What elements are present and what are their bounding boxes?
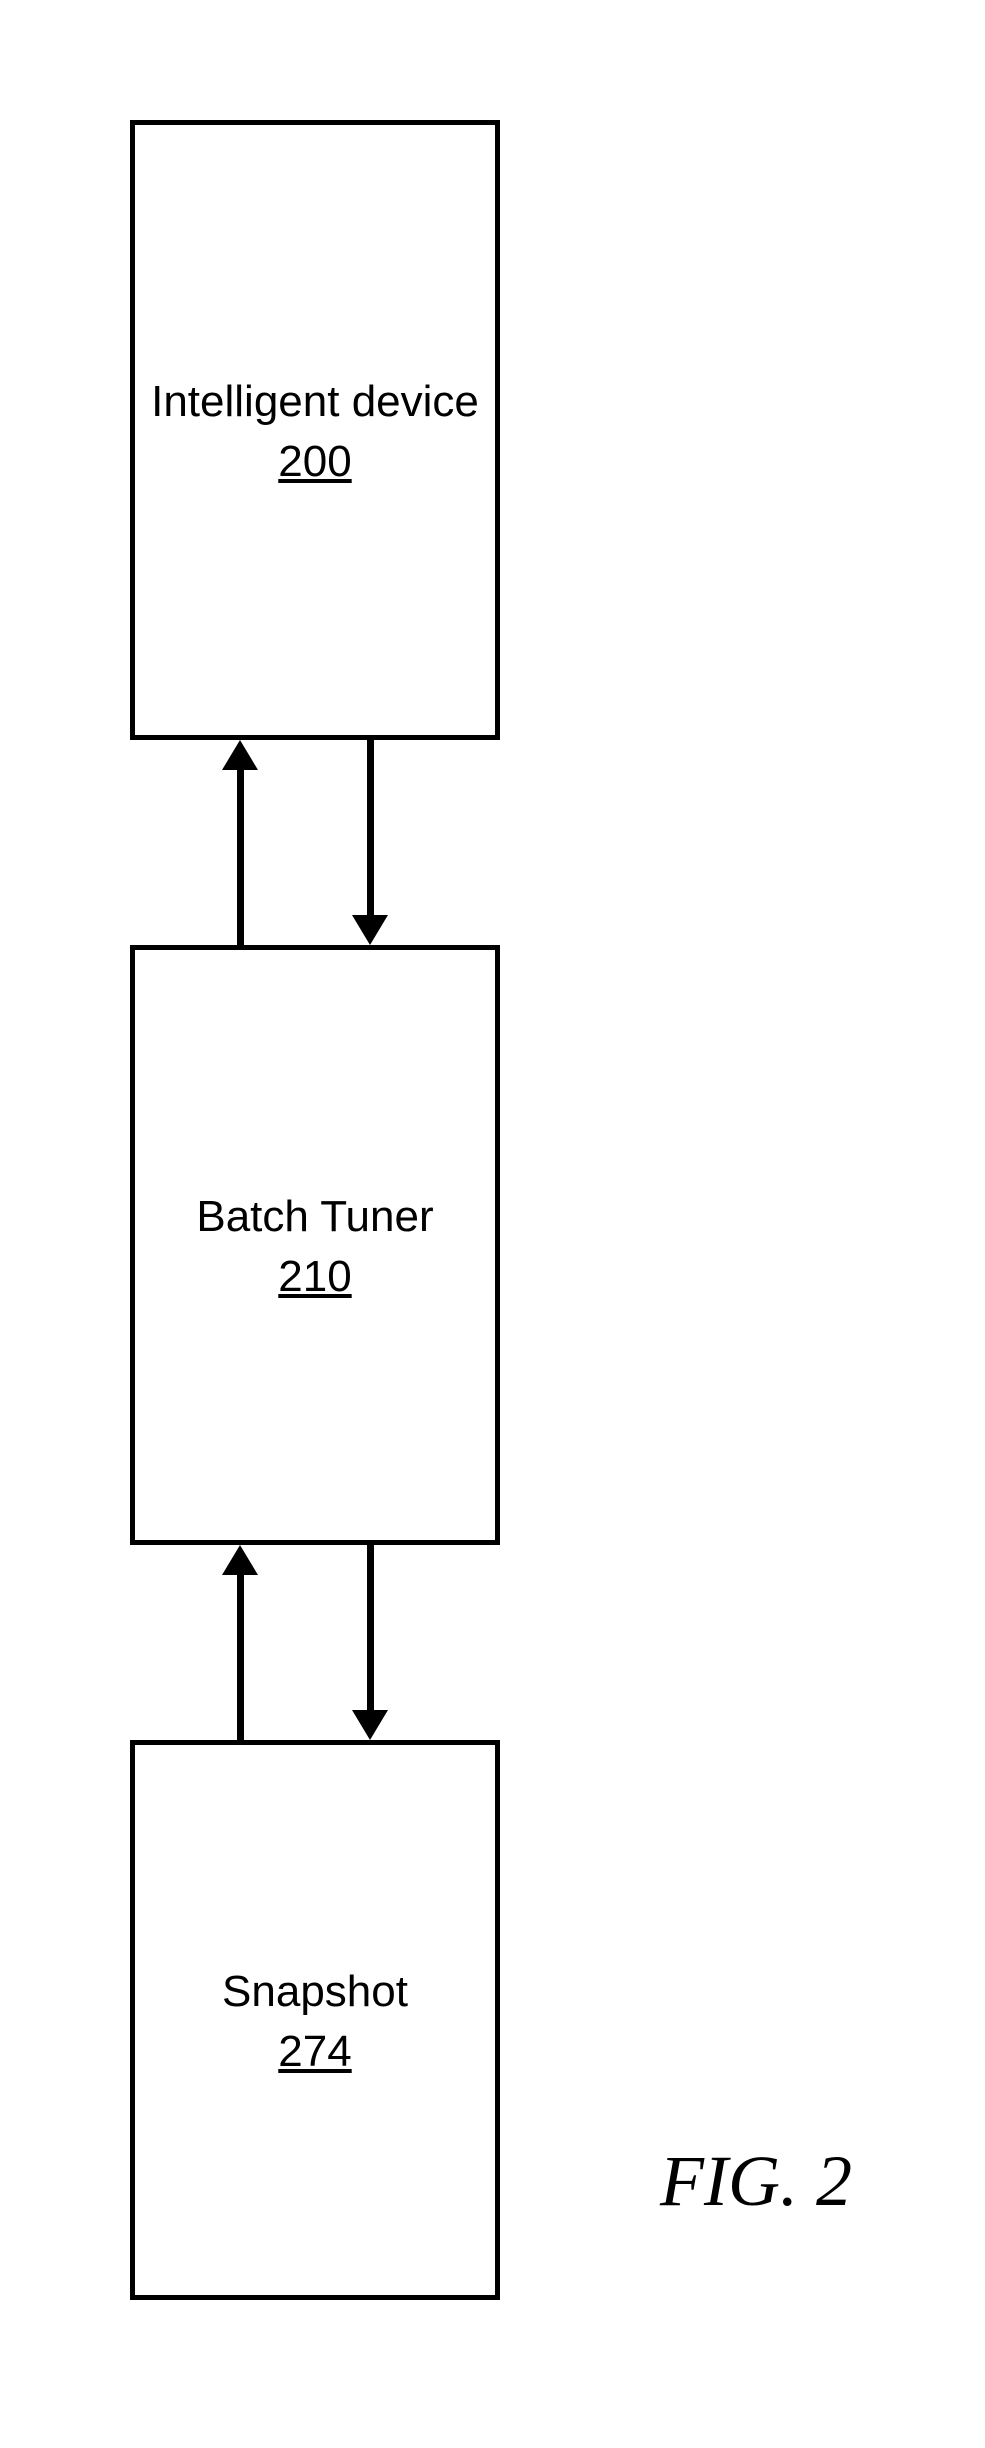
connector-1-up-line bbox=[237, 758, 244, 945]
connector-1-down-line bbox=[367, 740, 374, 927]
connector-1-down-head bbox=[352, 915, 388, 945]
block-batch-tuner: Batch Tuner 210 bbox=[130, 945, 500, 1545]
block-batch-tuner-label: Batch Tuner bbox=[196, 1189, 433, 1244]
connector-2-up-line bbox=[237, 1563, 244, 1740]
block-snapshot-ref: 274 bbox=[278, 2027, 351, 2077]
connector-2-down-head bbox=[352, 1710, 388, 1740]
connector-1-up-head bbox=[222, 740, 258, 770]
connector-2-down-line bbox=[367, 1545, 374, 1722]
connector-2-up-head bbox=[222, 1545, 258, 1575]
block-intelligent-device-ref: 200 bbox=[278, 437, 351, 487]
block-intelligent-device-label: Intelligent device bbox=[151, 374, 479, 429]
block-batch-tuner-ref: 210 bbox=[278, 1252, 351, 1302]
block-snapshot-label: Snapshot bbox=[222, 1964, 408, 2019]
block-intelligent-device: Intelligent device 200 bbox=[130, 120, 500, 740]
figure-caption: FIG. 2 bbox=[660, 2140, 852, 2223]
block-snapshot: Snapshot 274 bbox=[130, 1740, 500, 2300]
